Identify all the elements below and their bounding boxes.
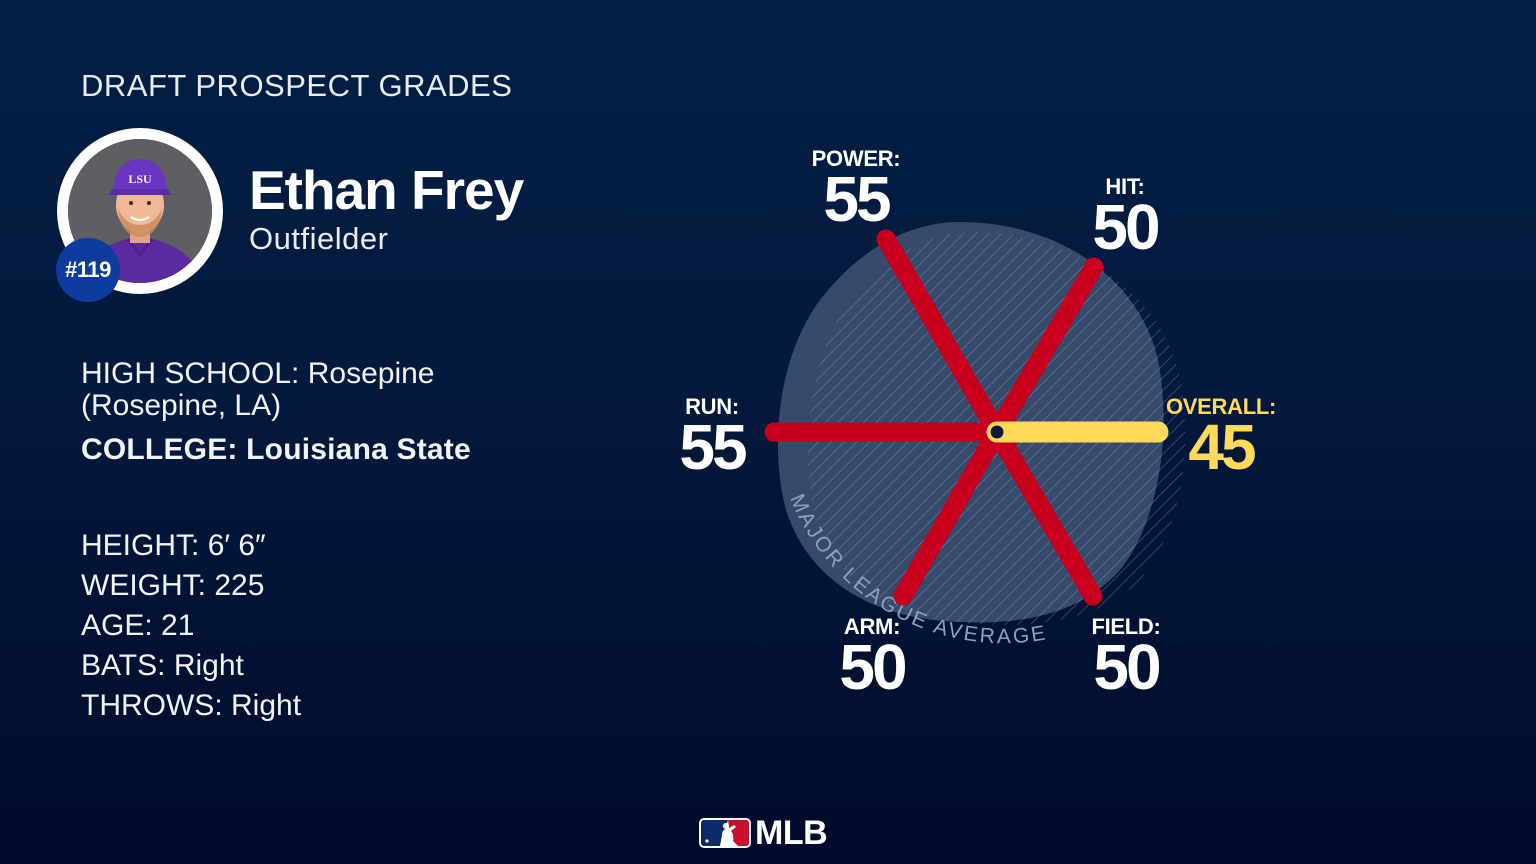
grade-run-label: RUN:	[685, 394, 739, 419]
mlb-batter-logo-icon	[699, 818, 751, 848]
mlb-wordmark: MLB	[755, 814, 828, 852]
college-info: COLLEGE: Louisiana State	[81, 433, 471, 467]
college-value: Louisiana State	[246, 433, 471, 466]
grade-arm: ARM: 50	[822, 614, 922, 703]
rank-badge: #119	[56, 238, 120, 302]
grade-field: FIELD: 50	[1074, 614, 1178, 703]
high-school-value: Rosepine	[307, 357, 435, 390]
player-position: Outfielder	[249, 221, 389, 256]
grade-overall-value: 45	[1188, 411, 1256, 483]
grade-field-label: FIELD:	[1091, 614, 1161, 639]
grade-run: RUN: 55	[666, 394, 758, 483]
grade-overall-label: OVERALL:	[1165, 394, 1277, 419]
grade-hit: HIT: 50	[1075, 174, 1175, 263]
player-name: Ethan Frey	[249, 159, 524, 221]
stat-label: AGE:	[81, 609, 153, 642]
grade-power-value: 55	[823, 163, 891, 235]
stat-label: HEIGHT:	[81, 529, 200, 562]
grade-arm-label: ARM:	[843, 614, 901, 639]
stat-label: THROWS:	[81, 689, 223, 722]
stat-value: 6′ 6″	[207, 529, 266, 562]
chart-center-dot	[987, 422, 1007, 442]
high-school-label: HIGH SCHOOL:	[81, 357, 300, 390]
player-stats: HEIGHT: 6′ 6″ WEIGHT: 225 AGE: 21 BATS: …	[81, 526, 301, 726]
grade-hit-label: HIT:	[1105, 174, 1145, 199]
page-eyebrow-title: DRAFT PROSPECT GRADES	[81, 68, 513, 103]
grade-power: POWER: 55	[800, 146, 912, 235]
stat-height: HEIGHT: 6′ 6″	[81, 526, 301, 566]
tool-grade-spokes	[764, 229, 1104, 606]
grade-overall: OVERALL: 45	[1158, 394, 1284, 483]
stat-value: 21	[161, 609, 195, 642]
spoke-field	[987, 422, 1103, 606]
grade-hit-value: 50	[1092, 191, 1160, 263]
stat-value: Right	[173, 649, 244, 682]
grade-power-label: POWER:	[811, 146, 901, 171]
stat-weight: WEIGHT: 225	[81, 566, 301, 606]
spoke-hit	[987, 257, 1104, 442]
grade-run-value: 55	[679, 411, 747, 483]
spoke-arm	[893, 422, 1007, 606]
spoke-power	[876, 229, 1007, 442]
stat-age: AGE: 21	[81, 606, 301, 646]
svg-text:LSU: LSU	[128, 172, 152, 186]
stat-throws: THROWS: Right	[81, 686, 301, 726]
high-school-info: HIGH SCHOOL: Rosepine (Rosepine, LA)	[81, 358, 434, 422]
mlb-logo: MLB	[698, 814, 828, 852]
grade-arm-value: 50	[839, 631, 907, 703]
grade-field-value: 50	[1093, 631, 1161, 703]
high-school-location: (Rosepine, LA)	[81, 389, 282, 422]
stat-bats: BATS: Right	[81, 646, 301, 686]
college-label: COLLEGE:	[81, 433, 238, 466]
stat-label: WEIGHT:	[81, 569, 206, 602]
stat-label: BATS:	[81, 649, 166, 682]
stat-value: 225	[214, 569, 265, 602]
stat-value: Right	[231, 689, 302, 722]
